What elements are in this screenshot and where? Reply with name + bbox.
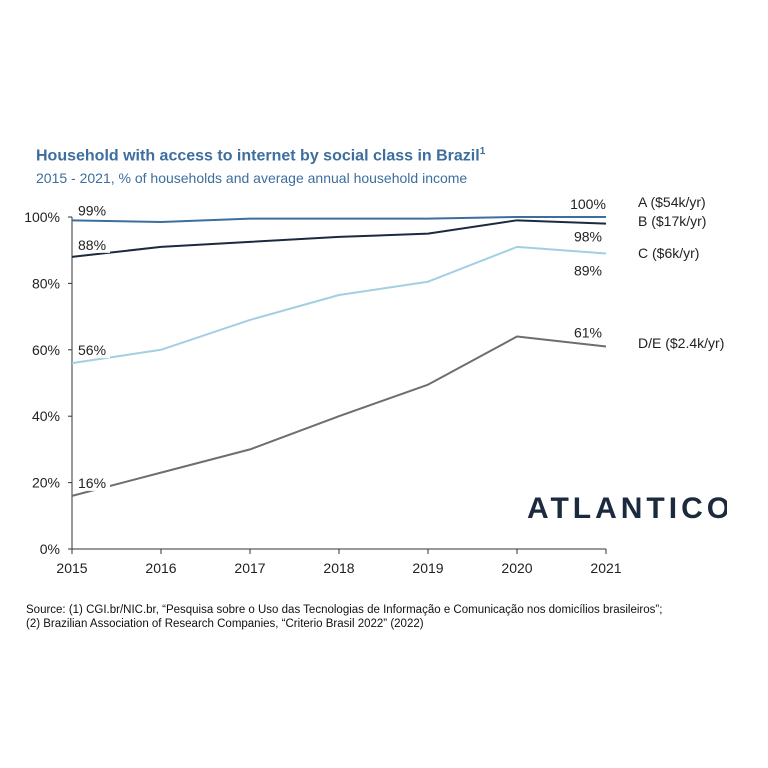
end-value-label: 61% — [574, 324, 602, 340]
chart-subtitle: 2015 - 2021, % of households and average… — [36, 170, 468, 186]
x-tick-label: 2019 — [412, 560, 443, 576]
y-tick-label: 40% — [32, 408, 60, 424]
y-tick-label: 20% — [32, 475, 60, 491]
y-tick-label: 80% — [32, 275, 60, 291]
series-name-label: B ($17k/yr) — [638, 213, 706, 229]
start-label-bg — [76, 474, 110, 491]
x-tick-label: 2017 — [234, 560, 265, 576]
x-tick-label: 2018 — [323, 560, 354, 576]
start-label-bg — [76, 202, 110, 219]
start-value-label: 99% — [78, 202, 106, 218]
start-label-bg — [76, 342, 110, 359]
atlantico-logo: ATLANTICO — [527, 492, 727, 522]
axes: 0% 20% 40% 60% 80% 100% 2015 2016 2017 2018 2019 20… — [24, 209, 622, 576]
svg-text:ATLANTICO: ATLANTICO — [527, 492, 727, 522]
start-value-label: 16% — [78, 475, 106, 491]
start-value-label: 88% — [78, 237, 106, 253]
series-lines — [71, 216, 607, 497]
y-tick-label: 60% — [32, 342, 60, 358]
x-tick-label: 2015 — [56, 560, 87, 576]
series-line — [71, 219, 607, 258]
series-line — [71, 335, 607, 497]
source-note: Source: (1) CGI.br/NIC.br, “Pesquisa sob… — [26, 603, 662, 631]
end-value-label: 89% — [574, 263, 602, 279]
series-name-label: D/E ($2.4k/yr) — [638, 335, 724, 351]
title-footnote: 1 — [479, 146, 486, 157]
y-tick-label: 100% — [24, 209, 60, 225]
start-label-bg — [76, 236, 110, 253]
start-value-label: 56% — [78, 342, 106, 358]
chart-title-text: Household with access to internet by soc… — [36, 147, 480, 165]
series-line — [71, 245, 607, 365]
x-tick-label: 2020 — [501, 560, 532, 576]
series-name-label: A ($54k/yr) — [638, 194, 706, 210]
x-tick-label: 2021 — [590, 560, 621, 576]
y-tick-label: 0% — [40, 541, 60, 557]
chart-title: Household with access to internet by soc… — [36, 146, 485, 165]
source-line-1: Source: (1) CGI.br/NIC.br, “Pesquisa sob… — [26, 604, 663, 616]
end-value-label: 98% — [574, 229, 602, 245]
series-name-label: C ($6k/yr) — [638, 245, 699, 261]
source-line-2: (2) Brazilian Association of Research Co… — [26, 618, 424, 630]
data-labels: 99% 100% A ($54k/yr) 88% 98% B ($17k/yr) 56% 89… — [76, 194, 724, 491]
end-value-label: 100% — [570, 196, 606, 212]
x-tick-label: 2016 — [145, 560, 176, 576]
series-line — [71, 216, 606, 223]
